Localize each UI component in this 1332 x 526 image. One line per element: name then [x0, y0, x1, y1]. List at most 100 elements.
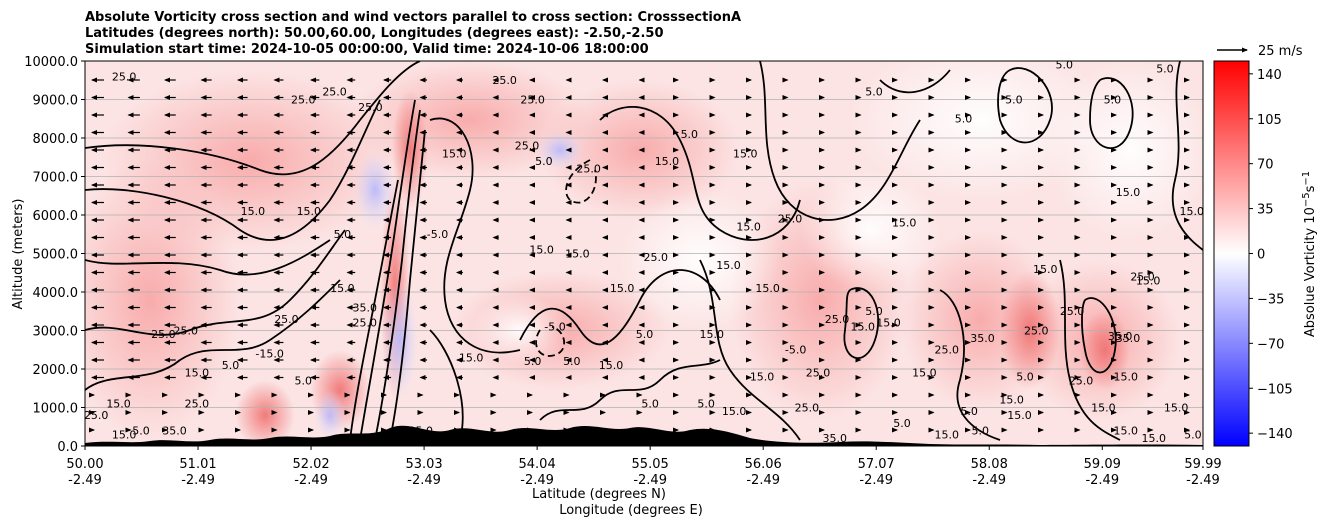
x-tick-label-lat: 59.99 [1184, 457, 1221, 472]
contour-label: 15.0 [1180, 205, 1205, 218]
contour-label: 5.0 [294, 374, 312, 387]
contour-label: 35.0 [970, 332, 995, 345]
contour-label: 15.0 [610, 282, 635, 295]
contour-label: 25.0 [795, 401, 820, 414]
contour-label: 25.0 [520, 93, 545, 106]
colorbar-tick-label: −35 [1257, 292, 1284, 307]
shading-region [800, 170, 940, 290]
y-tick-label: 8000.0 [33, 132, 79, 147]
contour-label: 35.0 [1116, 332, 1141, 345]
contour-label: 25.0 [825, 313, 850, 326]
contour-label: 5.0 [1005, 93, 1023, 106]
contour-label: 25.0 [1069, 374, 1094, 387]
x-tick-label-lon: -2.49 [746, 473, 780, 488]
contour-label: 15.0 [716, 259, 741, 272]
colorbar-tick-label: 70 [1257, 158, 1274, 173]
x-axis-label-latitude: Latitude (degrees N) [532, 487, 666, 502]
colorbar-ticks: 140 105 70 35 0 −35 −70 −105 −140 [1249, 68, 1293, 442]
x-tick-label-lon: -2.49 [294, 473, 328, 488]
contour-label: 15.0 [736, 220, 761, 233]
contour-label: 5.0 [865, 305, 883, 318]
contour-label: 35.0 [162, 424, 187, 437]
contour-label: 15.0 [106, 398, 131, 411]
colorbar-tick-label: 35 [1257, 203, 1274, 218]
contour-label: 25.0 [84, 409, 109, 422]
contour-label: 15.0 [185, 367, 210, 380]
colorbar-tick-label: −70 [1257, 337, 1284, 352]
contour-label: 15.0 [330, 282, 355, 295]
shading-region [535, 130, 585, 170]
contour-label: 5.0 [972, 424, 990, 437]
colorbar-tick-label: −105 [1257, 382, 1293, 397]
contour-label: 15.0 [459, 351, 484, 364]
contour-label: 15.0 [912, 367, 937, 380]
colorbar-label-exponent: −5 [1301, 192, 1312, 207]
x-tick-label-lon: -2.49 [859, 473, 893, 488]
contour-line [759, 61, 921, 221]
contour-label: -15.0 [255, 347, 283, 360]
shading-region [314, 390, 346, 440]
x-tick-label-lon: -2.49 [181, 473, 215, 488]
contour-label: 5.0 [524, 355, 542, 368]
shading-region [470, 295, 570, 365]
x-tick-label-lat: 58.08 [971, 457, 1008, 472]
plot-area: 25.0 25.0 25.0 25.0 25.0 25.0 5.0 5.0 5.0 5.0 5.0 5… [84, 61, 1205, 446]
contour-label: 15.0 [1091, 401, 1116, 414]
contour-label: 5.0 [697, 398, 715, 411]
contour-line [1059, 259, 1121, 441]
contour-label: 15.0 [876, 317, 901, 330]
terrain [85, 425, 1203, 446]
contour-label: 15.0 [599, 359, 624, 372]
contour-line [349, 179, 399, 441]
contour-line [879, 69, 951, 94]
x-tick-label-lat: 57.07 [858, 457, 895, 472]
contour-label: 15.0 [1033, 263, 1058, 276]
contour-label: 15.0 [851, 321, 876, 334]
y-tick-label: 0.0 [57, 440, 78, 455]
contour-line [519, 269, 721, 346]
colorbar-tick-label: −140 [1257, 427, 1293, 442]
contour-label: 15.0 [241, 205, 266, 218]
contour-label: 15.0 [1142, 432, 1167, 445]
colorbar-label: Absolue Vorticity 10−5s−1 [1301, 171, 1318, 337]
x-tick-label-lat: 59.09 [1084, 457, 1121, 472]
contour-label: 5.0 [893, 417, 911, 430]
x-tick-label-lon: -2.49 [633, 473, 667, 488]
contour-label: 5.0 [1184, 428, 1202, 441]
contour-label: -5.0 [544, 321, 565, 334]
x-tick-label-lat: 53.03 [405, 457, 442, 472]
contour-label: 25.0 [408, 424, 433, 437]
y-tick-label: 7000.0 [33, 171, 79, 186]
contour-label: 5.0 [1104, 93, 1122, 106]
colorbar-label-text: Absolue Vorticity 10 [1303, 207, 1318, 337]
contour-label: 15.0 [529, 244, 554, 257]
x-tick-label-lat: 52.02 [292, 457, 329, 472]
shading-region [382, 280, 418, 400]
contour-line [85, 239, 331, 276]
contour-labels: 25.0 25.0 25.0 25.0 25.0 25.0 5.0 5.0 5.0 5.0 5.0 5… [84, 61, 1205, 445]
contour-label: 5.0 [535, 155, 553, 168]
contour-label: 15.0 [1007, 409, 1032, 422]
contour-label: 5.0 [636, 328, 654, 341]
contour-label: 35.0 [353, 301, 378, 314]
contour-label: 5.0 [955, 113, 973, 126]
contour-label: 25.0 [185, 398, 210, 411]
x-tick-label-lon: -2.49 [407, 473, 441, 488]
contour-line [429, 117, 521, 354]
contour-label: -5.0 [785, 344, 806, 357]
chart-title-line-2: Latitudes (degrees north): 50.00,60.00, … [85, 26, 664, 41]
shading-region [353, 150, 397, 230]
contour-label: 5.0 [132, 424, 150, 437]
contour-label: 25.0 [274, 313, 299, 326]
contour-label: 15.0 [565, 247, 590, 260]
contour-label: 15.0 [750, 371, 775, 384]
contour-label: 15.0 [1136, 274, 1161, 287]
contour-line [939, 289, 1001, 441]
contour-label: 5.0 [960, 405, 978, 418]
colorbar-tick-label: 0 [1257, 248, 1265, 263]
contour-label: 15.0 [733, 147, 758, 160]
contour-label: 25.0 [353, 317, 378, 330]
contour-label: 15.0 [755, 282, 780, 295]
contour-label: 25.0 [576, 163, 601, 176]
